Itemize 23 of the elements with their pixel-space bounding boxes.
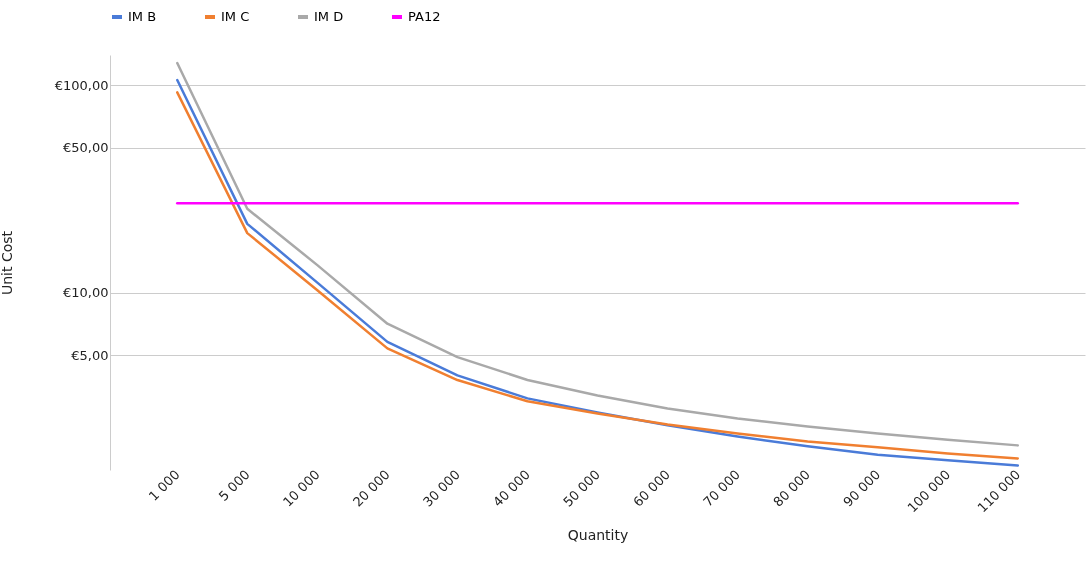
- x-tick-label: 10 000: [280, 466, 323, 510]
- x-tick-label: 30 000: [420, 466, 463, 510]
- x-tick-label: 100 000: [904, 466, 954, 516]
- x-tick-label: 20 000: [350, 466, 393, 510]
- x-tick-label: 5 000: [215, 466, 253, 504]
- y-tick-label: €50,00: [63, 140, 109, 156]
- x-tick-label: 50 000: [560, 466, 603, 510]
- y-tick-label: €100,00: [54, 77, 109, 93]
- x-tick-label: 80 000: [770, 466, 814, 510]
- legend-label: IM B: [128, 9, 157, 24]
- x-axis-title: Quantity: [567, 527, 629, 544]
- y-tick-label: €10,00: [63, 285, 109, 301]
- x-tick-label: 70 000: [700, 466, 744, 510]
- legend-label: IM C: [221, 9, 250, 24]
- x-tick-label: 90 000: [840, 466, 884, 510]
- x-tick-label: 1 000: [145, 466, 183, 504]
- x-tick-label: 110 000: [974, 466, 1024, 516]
- legend-label: PA12: [408, 9, 441, 24]
- legend-label: IM D: [314, 9, 344, 24]
- y-tick-label: €5,00: [71, 347, 109, 363]
- x-tick-label: 40 000: [490, 466, 533, 510]
- y-axis-title: Unit Cost: [0, 230, 15, 296]
- x-tick-label: 60 000: [630, 466, 673, 510]
